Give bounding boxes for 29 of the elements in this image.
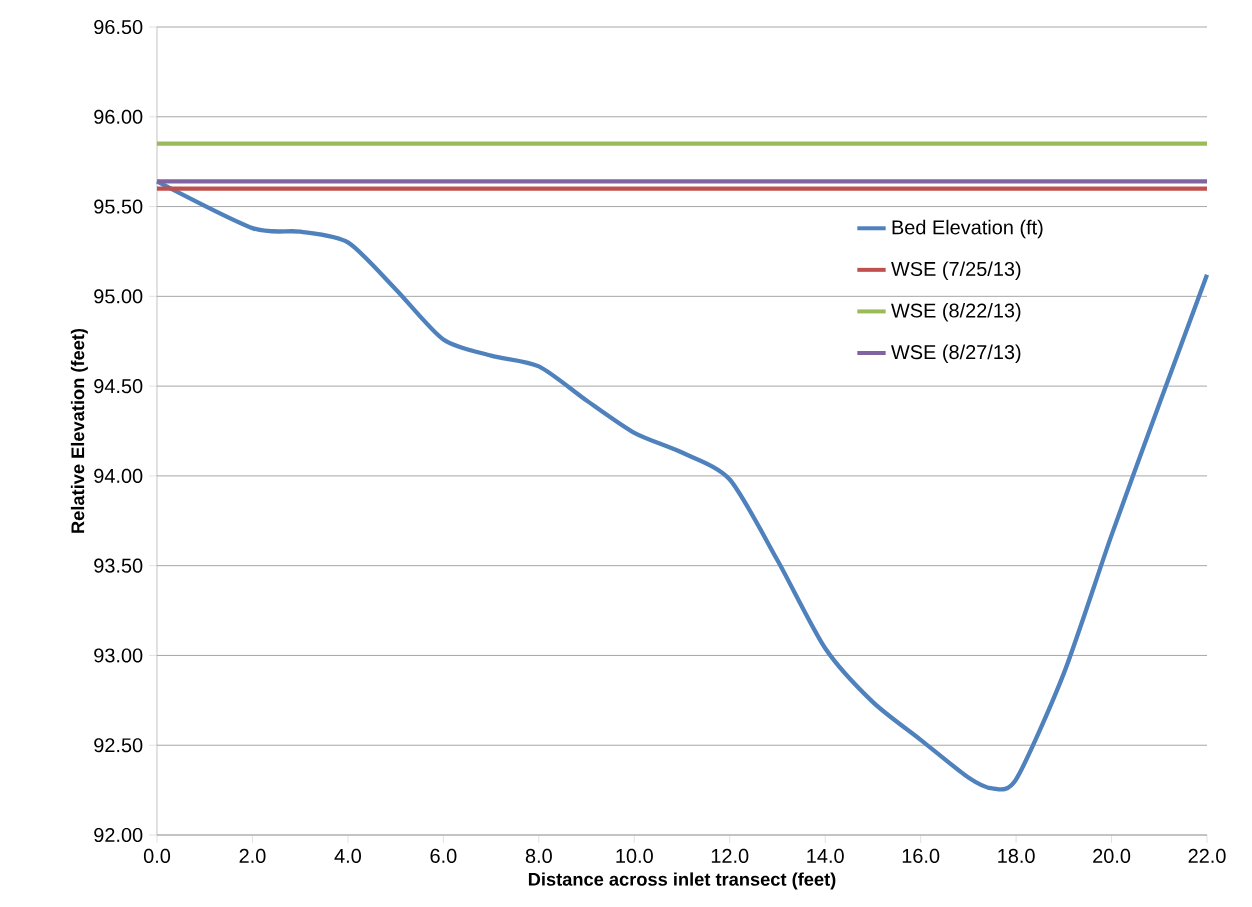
x-tick-label: 2.0 bbox=[239, 848, 266, 863]
x-tick-label: 12.0 bbox=[711, 848, 749, 863]
y-tick-label: 96.00 bbox=[94, 109, 143, 124]
x-axis-title: Distance across inlet transect (feet) bbox=[528, 872, 836, 890]
line-series bbox=[154, 179, 1210, 791]
y-tick-label: 92.00 bbox=[94, 827, 143, 843]
x-tick-label: 6.0 bbox=[430, 848, 457, 863]
x-tick-label: 10.0 bbox=[616, 848, 653, 863]
y-tick-label: 94.00 bbox=[94, 468, 143, 483]
y-tick-label: 95.00 bbox=[94, 289, 143, 304]
legend-label: WSE (7/25/13) bbox=[891, 261, 1021, 280]
y-tick-label: 96.50 bbox=[94, 19, 143, 35]
x-tick-label: 22.0 bbox=[1188, 848, 1226, 863]
legend-label: WSE (8/22/13) bbox=[891, 302, 1021, 322]
legend-label: Bed Elevation (ft) bbox=[892, 219, 1043, 239]
y-tick-label: 92.50 bbox=[94, 738, 143, 753]
x-tick-label: 0.0 bbox=[143, 848, 171, 863]
x-tick-label: 14.0 bbox=[807, 848, 844, 863]
x-tick-label: 8.0 bbox=[525, 848, 552, 863]
legend-label: WSE (8/27/13) bbox=[891, 344, 1021, 364]
y-tick-label: 93.50 bbox=[94, 558, 143, 573]
y-axis-title: Relative Elevation (feet) bbox=[70, 328, 88, 533]
x-tick-label: 16.0 bbox=[902, 848, 940, 863]
x-tick-label: 4.0 bbox=[334, 848, 361, 863]
y-tick-label: 95.50 bbox=[94, 199, 143, 214]
y-tick-label: 94.50 bbox=[94, 379, 143, 394]
x-tick-label: 20.0 bbox=[1093, 848, 1131, 863]
x-tick-label: 18.0 bbox=[998, 848, 1035, 863]
y-tick-label: 93.00 bbox=[94, 648, 143, 663]
